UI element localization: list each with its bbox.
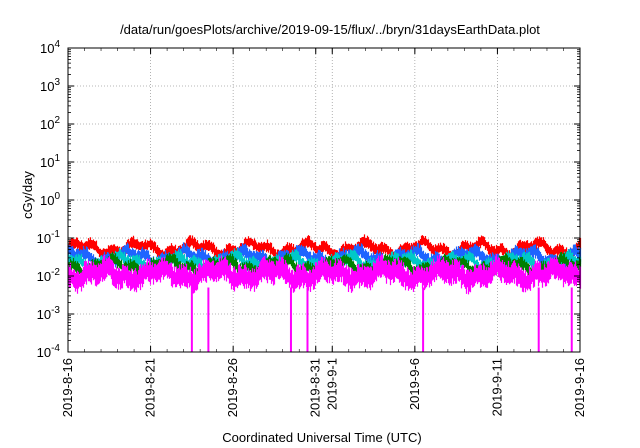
x-tick-label: 2019-8-26 <box>225 358 240 417</box>
y-axis-label: cGy/day <box>20 171 35 219</box>
y-tick-label: 10-2 <box>37 267 61 284</box>
chart-title: /data/run/goesPlots/archive/2019-09-15/f… <box>120 22 540 37</box>
x-tick-label: 2019-8-31 <box>308 358 323 417</box>
y-tick-label: 102 <box>40 115 60 132</box>
y-tick-label: 100 <box>40 191 60 208</box>
x-axis-label: Coordinated Universal Time (UTC) <box>222 430 421 445</box>
y-tick-label: 103 <box>40 77 60 94</box>
x-tick-label: 2019-9-11 <box>489 358 504 416</box>
y-tick-label: 10-4 <box>37 343 61 360</box>
grid <box>68 48 580 352</box>
x-tick-label: 2019-9-1 <box>324 358 339 410</box>
x-tick-label: 2019-8-16 <box>60 358 75 417</box>
x-tick-label: 2019-9-16 <box>572 358 587 417</box>
y-tick-label: 104 <box>40 39 60 56</box>
x-tick-label: 2019-8-21 <box>143 358 158 417</box>
ticks: 10-4 10-3 10-2 10-1 100 101 102 103 104 2019-8-16… <box>37 39 587 417</box>
x-tick-label: 2019-9-6 <box>407 358 422 410</box>
y-tick-label: 10-1 <box>37 229 61 246</box>
y-tick-label: 101 <box>40 153 60 170</box>
y-tick-label: 10-3 <box>37 305 61 322</box>
series-group <box>67 234 582 352</box>
